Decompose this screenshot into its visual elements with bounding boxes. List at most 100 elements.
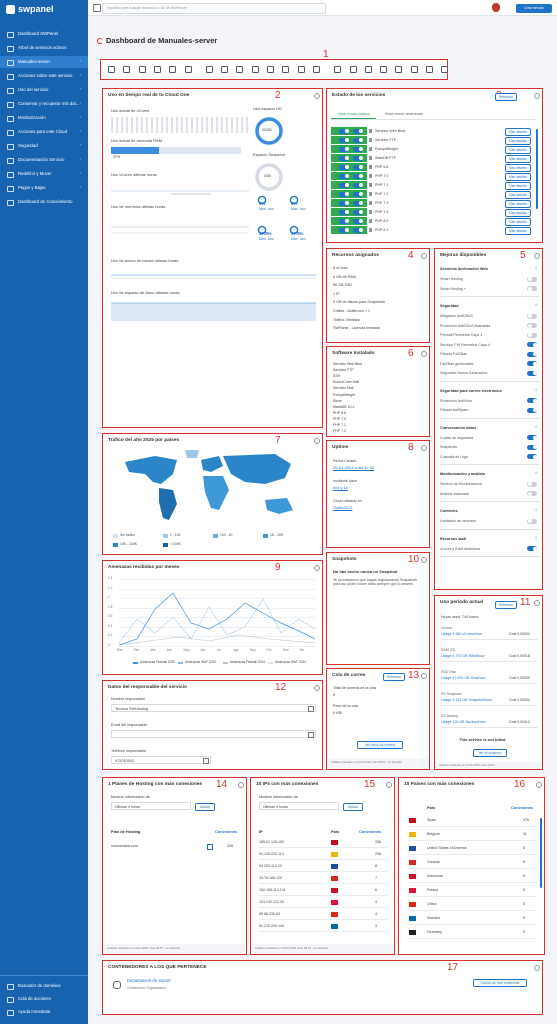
toggle[interactable] [353, 200, 363, 206]
toolbar-button[interactable] [153, 66, 161, 73]
toolbar-button[interactable] [334, 66, 342, 73]
details-button[interactable]: Más detalles [505, 146, 531, 154]
apply-button[interactable]: Aplicar [195, 803, 215, 811]
toggle[interactable] [527, 286, 537, 291]
toggle[interactable] [339, 155, 349, 161]
toggle[interactable] [527, 276, 537, 282]
create-service-button[interactable]: Crear servicio [516, 4, 552, 13]
text-input[interactable] [111, 730, 316, 738]
menu-item[interactable]: Pagos y Bajas › [0, 182, 88, 194]
details-button[interactable]: Más detalles [505, 155, 531, 163]
toggle[interactable] [527, 491, 537, 496]
toggle[interactable] [527, 435, 537, 440]
sidebar-toggle[interactable] [93, 4, 101, 12]
toggle[interactable] [353, 218, 363, 224]
tab-active[interactable]: Vista modo básico [331, 109, 376, 119]
toolbar-button[interactable] [184, 66, 192, 73]
details-button[interactable]: Más detalles [505, 209, 531, 217]
toggle[interactable] [339, 209, 349, 215]
toolbar-button[interactable] [282, 66, 290, 73]
details-button[interactable]: Más detalles [505, 137, 531, 145]
edit-icon[interactable] [203, 758, 209, 764]
toggle[interactable] [353, 164, 363, 170]
toolbar-button[interactable] [251, 66, 259, 73]
menu-item[interactable]: Documentación Servicio › [0, 154, 88, 166]
search-box[interactable]: Escriba para buscar recursos o ID de SWP… [102, 3, 326, 14]
toggle[interactable] [353, 146, 363, 152]
details-button[interactable]: Más detalles [505, 218, 531, 226]
toolbar-button[interactable] [297, 66, 305, 73]
details-button[interactable]: Más detalles [505, 164, 531, 172]
toggle[interactable] [339, 128, 349, 134]
toggle[interactable] [339, 191, 349, 197]
toggle[interactable] [527, 361, 537, 366]
menu-item[interactable]: Buscador de dominios [0, 981, 88, 992]
menu-item[interactable]: Redefinir y Mover › [0, 168, 88, 180]
toolbar-button[interactable] [221, 66, 229, 73]
menu-item[interactable]: Dashboard de Conocimiento [0, 196, 88, 208]
toolbar-button[interactable] [267, 66, 274, 73]
toggle[interactable] [353, 209, 363, 215]
menu-item[interactable]: Acciones sobre este servicio › [0, 70, 88, 82]
toggle[interactable] [339, 227, 349, 233]
toggle[interactable] [339, 173, 349, 179]
text-input[interactable]: 972010502 [111, 756, 211, 764]
toggle[interactable] [527, 546, 537, 551]
edit-icon[interactable] [308, 732, 314, 738]
toggle[interactable] [527, 481, 537, 487]
toggle[interactable] [353, 137, 363, 143]
details-button[interactable]: Más detalles [505, 182, 531, 190]
view-mails-button[interactable]: Ver todos los correos [357, 741, 403, 749]
toolbar-button[interactable] [108, 66, 115, 73]
toolbar-button[interactable] [410, 66, 418, 73]
refresh-button[interactable]: Refrescar [383, 673, 405, 681]
toolbar-button[interactable] [380, 66, 388, 73]
toggle[interactable] [527, 407, 537, 413]
toggle[interactable] [339, 182, 349, 188]
toolbar-button[interactable] [138, 66, 146, 73]
toolbar-button[interactable] [364, 66, 372, 73]
details-button[interactable]: Más detalles [505, 227, 531, 235]
toggle[interactable] [339, 137, 349, 143]
toggle[interactable] [353, 191, 363, 197]
details-button[interactable]: Más detalles [505, 200, 531, 208]
toggle[interactable] [527, 313, 537, 319]
menu-item[interactable]: Cola de acciones [0, 994, 88, 1005]
menu-item[interactable]: Monitorización › [0, 112, 88, 124]
toolbar-button[interactable] [123, 66, 131, 73]
manage-container-button[interactable]: Gestión de este contenedor [473, 979, 527, 987]
toolbar-button[interactable] [169, 66, 177, 73]
text-input[interactable]: Tecnica SWHosting [111, 704, 316, 712]
toggle[interactable] [527, 444, 537, 450]
toggle[interactable] [353, 182, 363, 188]
refresh-button[interactable]: Refrescar [495, 601, 517, 609]
toggle[interactable] [339, 200, 349, 206]
details-button[interactable]: Más detalles [505, 128, 531, 136]
details-button[interactable]: Más detalles [505, 191, 531, 199]
toggle[interactable] [353, 155, 363, 161]
toolbar-button[interactable] [312, 66, 320, 73]
toggle[interactable] [527, 332, 537, 338]
edit-icon[interactable] [308, 706, 314, 712]
toggle[interactable] [339, 218, 349, 224]
toolbar-button[interactable] [236, 66, 244, 73]
period-select[interactable]: Últimas 4 horas [111, 802, 191, 810]
toggle[interactable] [353, 227, 363, 233]
toggle[interactable] [527, 351, 537, 357]
toolbar-button[interactable] [441, 66, 449, 73]
menu-item[interactable]: Seguridad › [0, 140, 88, 152]
toggle[interactable] [527, 518, 537, 524]
toggle[interactable] [353, 173, 363, 179]
refresh-button[interactable]: Refrescar [495, 93, 517, 101]
toggle[interactable] [527, 370, 537, 376]
toggle[interactable] [339, 146, 349, 152]
menu-item[interactable]: Uso del servicio › [0, 84, 88, 96]
consumption-button[interactable]: Ver mi consumo [473, 749, 507, 757]
menu-item[interactable]: Dashboard SWPanel [0, 28, 88, 40]
menu-item[interactable]: Ayuda Inmediata [0, 1007, 88, 1018]
toolbar-button[interactable] [426, 66, 433, 73]
tab[interactable]: Vista modo avanzado [384, 111, 424, 116]
toolbar-button[interactable] [205, 66, 213, 73]
toggle[interactable] [527, 454, 537, 459]
toolbar-button[interactable] [349, 66, 357, 73]
